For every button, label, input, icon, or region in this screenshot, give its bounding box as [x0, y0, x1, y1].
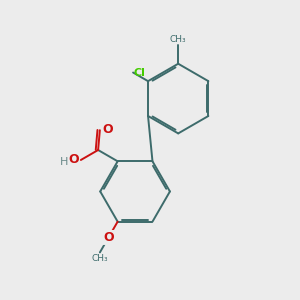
Text: CH₃: CH₃ — [170, 35, 187, 44]
Text: CH₃: CH₃ — [92, 254, 108, 263]
Text: O: O — [69, 154, 79, 166]
Text: H: H — [59, 157, 68, 166]
Text: Cl: Cl — [134, 68, 146, 77]
Text: O: O — [102, 123, 113, 136]
Text: O: O — [103, 231, 114, 244]
